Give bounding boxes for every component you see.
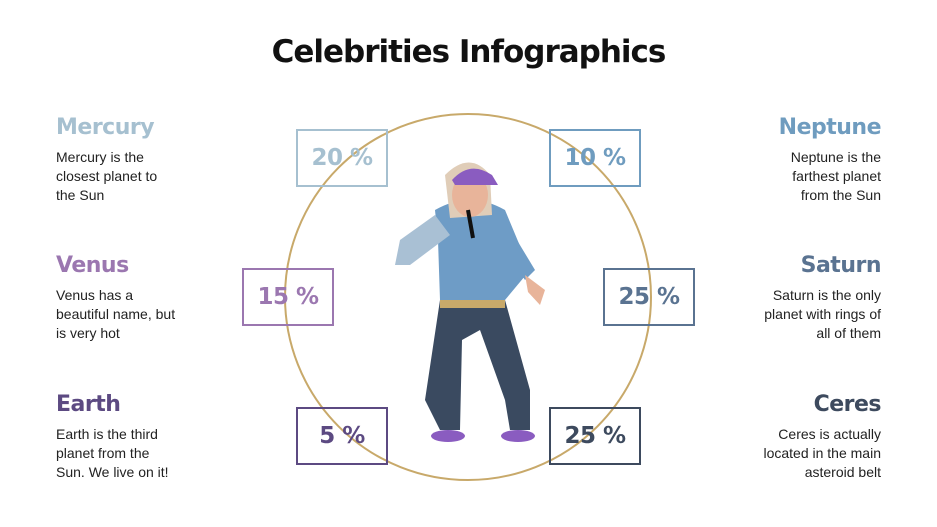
planet-description: beautiful name, but <box>56 306 176 322</box>
planet-description: from the Sun <box>800 187 881 203</box>
planet-description: farthest planet <box>792 168 881 184</box>
planet-item: Mercury Mercury is the closest planet to th… <box>56 115 236 205</box>
planet-name: Neptune <box>778 115 882 140</box>
planet-name: Saturn <box>800 253 882 278</box>
ring <box>284 113 652 481</box>
percent-box: 5 % <box>296 407 388 465</box>
planet-description: is very hot <box>56 325 120 341</box>
planet-description: Ceres is actually <box>778 426 881 442</box>
percent-box: 25 % <box>603 268 695 326</box>
title: Celebrities Infographics <box>271 34 667 70</box>
planet-description: all of them <box>816 325 881 341</box>
percent-box: 20 % <box>296 129 388 187</box>
planet-description: Saturn is the only <box>772 287 881 303</box>
percent-box: 10 % <box>549 129 641 187</box>
planet-item: Ceres Ceres is actually located in the mai… <box>701 392 881 482</box>
planet-item: Earth Earth is the third planet from the Su… <box>56 392 236 482</box>
percent-box: 15 % <box>242 268 334 326</box>
planet-description: Neptune is the <box>790 149 881 165</box>
planet-description: Sun. We live on it! <box>56 464 169 480</box>
planet-item: Neptune Neptune is the farthest planet from… <box>701 115 882 205</box>
planet-description: located in the main <box>763 445 881 461</box>
planet-name: Ceres <box>813 392 882 417</box>
planet-item: Saturn Saturn is the only planet with ring… <box>701 253 881 343</box>
planet-description: planet from the <box>56 445 150 461</box>
planet-description: the Sun <box>56 187 105 203</box>
planet-description: closest planet to <box>56 168 158 184</box>
planet-name: Venus <box>56 253 129 278</box>
planet-description: asteroid belt <box>804 464 881 480</box>
planet-description: Venus has a <box>56 287 134 303</box>
planet-description: planet with rings of <box>764 306 881 322</box>
planet-description: Earth is the third <box>56 426 158 442</box>
singer-figure <box>395 162 545 442</box>
planet-item: Venus Venus has a beautiful name, but is ve… <box>56 253 236 343</box>
planet-description: Mercury is the <box>56 149 144 165</box>
planet-name: Earth <box>56 392 121 417</box>
planet-name: Mercury <box>56 115 155 140</box>
percent-box: 25 % <box>549 407 641 465</box>
